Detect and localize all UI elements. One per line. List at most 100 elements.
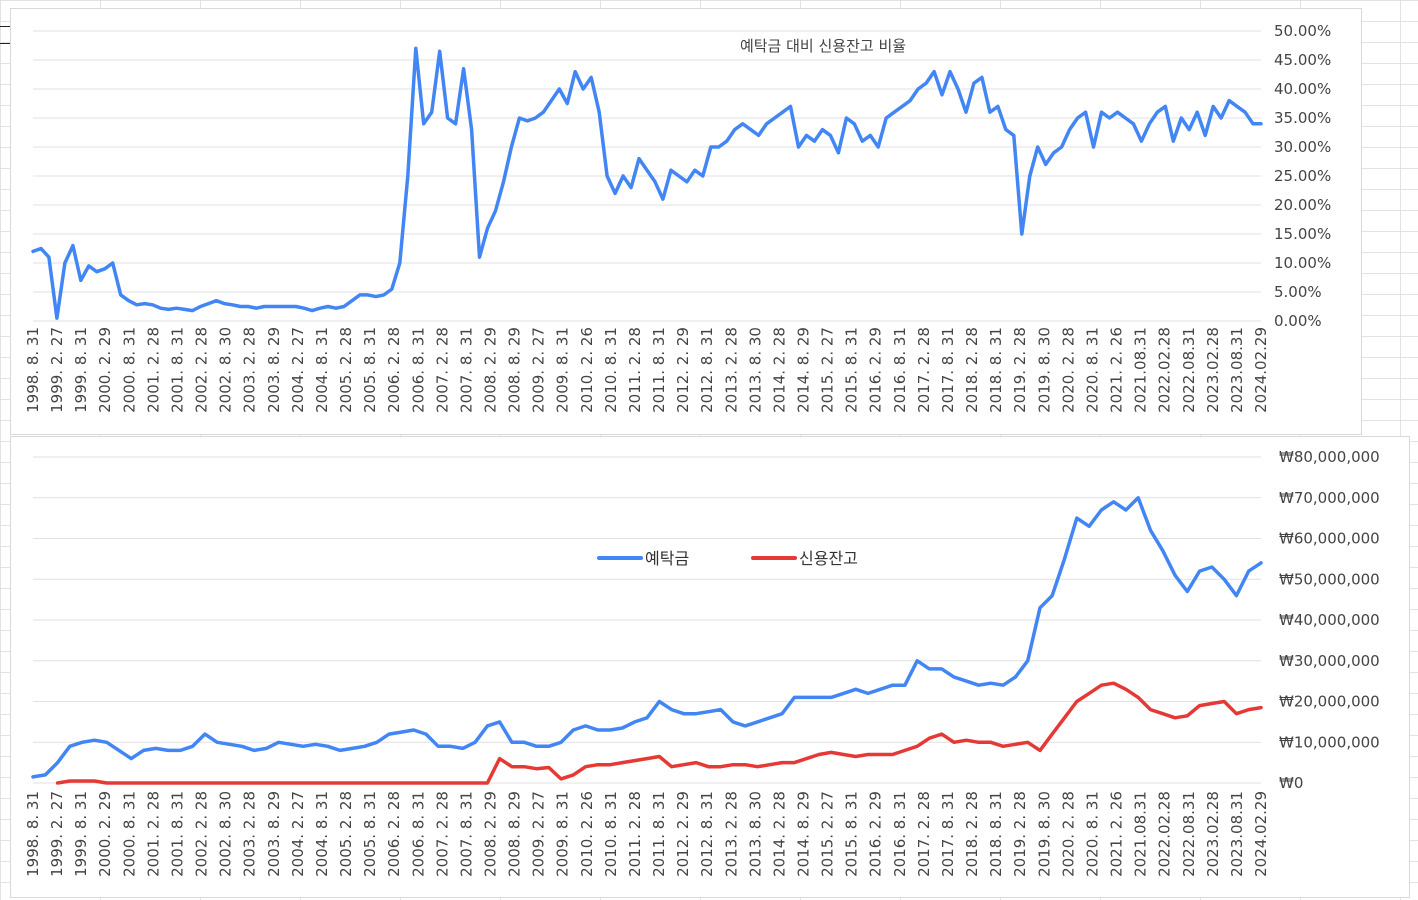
x-tick-label: 2017. 2. 28 — [915, 327, 933, 413]
x-tick-label: 2020. 8. 31 — [1083, 791, 1101, 877]
y-tick-label: ₩0 — [1279, 774, 1303, 792]
x-tick-label: 2013. 2. 28 — [722, 327, 740, 413]
x-tick-label: 2005. 8. 31 — [361, 791, 379, 877]
x-tick-label: 2017. 8. 31 — [939, 791, 957, 877]
x-tick-label: 2003. 8. 29 — [265, 327, 283, 413]
x-tick-label: 1999. 2. 27 — [48, 327, 66, 413]
x-tick-label: 2002. 2. 28 — [193, 327, 211, 413]
x-tick-label: 2000. 2. 29 — [96, 791, 114, 877]
x-tick-label: 2004. 2. 27 — [289, 327, 307, 413]
x-tick-label: 2018. 8. 31 — [987, 327, 1005, 413]
x-tick-label: 2023.02.28 — [1204, 327, 1222, 413]
x-tick-label: 2016. 2. 29 — [867, 791, 885, 877]
x-tick-label: 2013. 2. 28 — [722, 791, 740, 877]
x-tick-label: 2022.02.28 — [1156, 327, 1174, 413]
y-tick-label: ₩70,000,000 — [1279, 489, 1380, 507]
y-tick-label: 30.00% — [1274, 138, 1331, 156]
chart-title: 예탁금 대비 신용잔고 비율 — [740, 37, 906, 55]
ratio-chart-panel[interactable]: 0.00% 5.00% 10.00% 15.00% 20.00% 25.00% 30.00%… — [10, 8, 1362, 435]
ratio-line-chart: 0.00% 5.00% 10.00% 15.00% 20.00% 25.00% 30.00%… — [24, 22, 1331, 413]
x-tick-label: 2002. 8. 30 — [217, 327, 235, 413]
x-tick-label: 2003. 2. 28 — [241, 327, 259, 413]
x-tick-label: 2022.02.28 — [1156, 791, 1174, 877]
x-tick-label: 2010. 2. 26 — [578, 791, 596, 877]
x-tick-label: 1999. 8. 31 — [72, 327, 90, 413]
x-tick-label: 2017. 2. 28 — [915, 791, 933, 877]
x-tick-label: 2004. 2. 27 — [289, 791, 307, 877]
x-tick-label: 2002. 8. 30 — [217, 791, 235, 877]
x-tick-label: 2013. 8. 30 — [746, 791, 764, 877]
x-tick-label: 2020. 2. 28 — [1059, 791, 1077, 877]
x-tick-label: 2001. 2. 28 — [144, 791, 162, 877]
x-tick-label: 2012. 8. 31 — [698, 791, 716, 877]
series-line-1 — [55, 681, 1263, 785]
x-tick-label: 2018. 8. 31 — [987, 791, 1005, 877]
x-tick-label: 2006. 2. 28 — [385, 791, 403, 877]
x-tick-label: 2011. 2. 28 — [626, 791, 644, 877]
x-tick-label: 2023.02.28 — [1204, 791, 1222, 877]
x-tick-label: 2011. 2. 28 — [626, 327, 644, 413]
x-tick-label: 2007. 8. 31 — [457, 791, 475, 877]
x-tick-label: 2007. 2. 28 — [433, 327, 451, 413]
series-line-0 — [31, 46, 1263, 320]
y-tick-label: ₩40,000,000 — [1279, 611, 1380, 629]
x-tick-label: 2017. 8. 31 — [939, 327, 957, 413]
balance-chart-panel[interactable]: ₩0 ₩10,000,000 ₩20,000,000 ₩30,000,000 ₩40,0… — [10, 436, 1410, 898]
x-tick-label: 2019. 2. 28 — [1011, 791, 1029, 877]
x-tick-label: 2005. 2. 28 — [337, 791, 355, 877]
x-tick-label: 2009. 8. 31 — [554, 791, 572, 877]
x-tick-label: 2015. 2. 27 — [819, 791, 837, 877]
x-tick-label: 2008. 2. 29 — [481, 791, 499, 877]
sheet-cell-fragment — [0, 26, 10, 44]
x-tick-label: 2021.08.31 — [1132, 791, 1150, 877]
y-tick-label: 5.00% — [1274, 283, 1322, 301]
y-tick-label: 20.00% — [1274, 196, 1331, 214]
x-tick-label: 2011. 8. 31 — [650, 327, 668, 413]
x-tick-label: 2009. 2. 27 — [530, 791, 548, 877]
x-tick-label: 2002. 2. 28 — [193, 791, 211, 877]
y-tick-label: ₩60,000,000 — [1279, 530, 1380, 548]
x-tick-label: 2023.08.31 — [1228, 791, 1246, 877]
x-tick-label: 2016. 8. 31 — [891, 327, 909, 413]
x-tick-label: 2007. 8. 31 — [457, 327, 475, 413]
x-tick-label: 2005. 8. 31 — [361, 327, 379, 413]
y-tick-label: ₩50,000,000 — [1279, 570, 1380, 588]
x-tick-label: 2010. 8. 31 — [602, 791, 620, 877]
x-tick-label: 2021. 2. 26 — [1108, 327, 1126, 413]
x-tick-label: 2024.02.29 — [1252, 791, 1270, 877]
x-tick-label: 2012. 8. 31 — [698, 327, 716, 413]
x-tick-label: 2000. 8. 31 — [120, 327, 138, 413]
y-tick-label: ₩80,000,000 — [1279, 448, 1380, 466]
y-tick-label: ₩30,000,000 — [1279, 652, 1380, 670]
x-tick-label: 2010. 8. 31 — [602, 327, 620, 413]
y-tick-label: ₩10,000,000 — [1279, 733, 1380, 751]
x-tick-label: 2001. 2. 28 — [144, 327, 162, 413]
x-tick-label: 2015. 8. 31 — [843, 791, 861, 877]
x-tick-label: 2004. 8. 31 — [313, 327, 331, 413]
x-tick-label: 2015. 8. 31 — [843, 327, 861, 413]
x-tick-label: 2014. 8. 29 — [795, 791, 813, 877]
x-tick-label: 2006. 2. 28 — [385, 327, 403, 413]
x-tick-label: 2016. 8. 31 — [891, 791, 909, 877]
x-tick-label: 2024.02.29 — [1252, 327, 1270, 413]
y-tick-label: 15.00% — [1274, 225, 1331, 243]
legend-label: 예탁금 — [645, 549, 689, 568]
x-tick-label: 2012. 2. 29 — [674, 327, 692, 413]
x-tick-label: 2011. 8. 31 — [650, 791, 668, 877]
x-tick-label: 1999. 8. 31 — [72, 791, 90, 877]
x-tick-label: 2007. 2. 28 — [433, 791, 451, 877]
x-tick-label: 2022.08.31 — [1180, 327, 1198, 413]
x-tick-label: 2009. 2. 27 — [530, 327, 548, 413]
x-tick-label: 2000. 8. 31 — [120, 791, 138, 877]
x-tick-label: 2019. 8. 30 — [1035, 791, 1053, 877]
x-tick-label: 2008. 8. 29 — [506, 327, 524, 413]
x-tick-label: 2018. 2. 28 — [963, 327, 981, 413]
x-tick-label: 2016. 2. 29 — [867, 327, 885, 413]
x-tick-label: 2014. 2. 28 — [770, 327, 788, 413]
x-tick-label: 2015. 2. 27 — [819, 327, 837, 413]
x-tick-label: 2018. 2. 28 — [963, 791, 981, 877]
x-tick-label: 2012. 2. 29 — [674, 791, 692, 877]
x-tick-label: 2019. 2. 28 — [1011, 327, 1029, 413]
x-tick-label: 2009. 8. 31 — [554, 327, 572, 413]
x-tick-label: 2010. 2. 26 — [578, 327, 596, 413]
